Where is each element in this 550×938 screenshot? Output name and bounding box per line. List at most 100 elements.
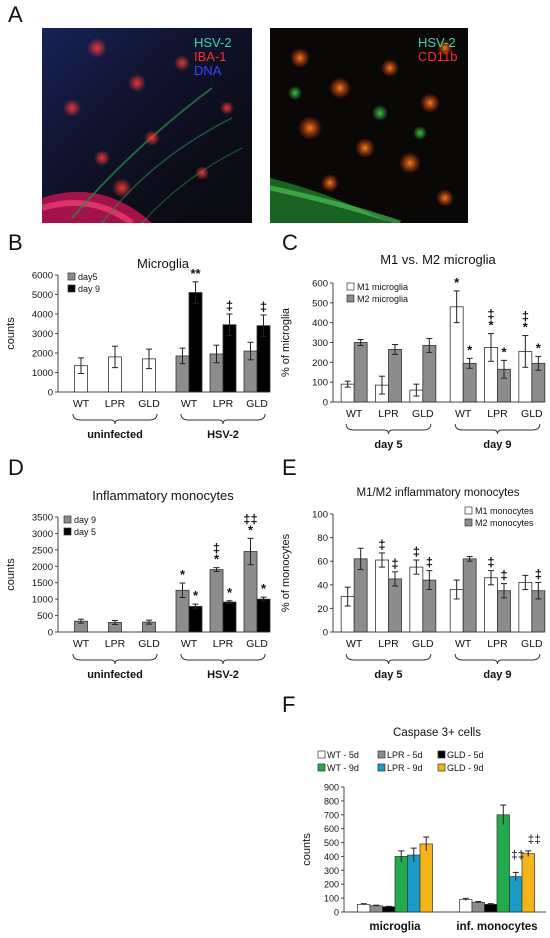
group-bracket [454, 653, 541, 665]
panel-letter-e: E [282, 455, 297, 480]
significance-line: * [248, 522, 254, 537]
significance-line: ‡ [500, 568, 507, 583]
bar [369, 905, 383, 913]
label-dna: DNA [194, 63, 222, 78]
y-tick-label: 80 [317, 533, 328, 544]
chart-title: M1/M2 inflammatory monocytes [357, 487, 520, 499]
y-tick-label: 3500 [32, 513, 53, 524]
legend-label: LPR - 5d [387, 750, 423, 760]
bar [521, 853, 535, 913]
significance-marker: ‡‡ * [243, 511, 257, 537]
chart-microglia: Microglia counts 0 1000 2000 3000 4000 5000 6000… [5, 256, 271, 441]
x-tick-label: WT [181, 398, 198, 410]
y-tick-label: 300 [312, 338, 328, 349]
legend-swatch [437, 763, 446, 772]
legend-swatch [63, 515, 72, 524]
significance-marker: ‡ * [213, 541, 220, 567]
y-tick-label: 60 [317, 557, 328, 568]
significance-line: * [214, 552, 220, 567]
group-label: HSV-2 [207, 429, 239, 441]
x-tick-label: WT [73, 638, 90, 650]
significance-line: ‡ [487, 555, 494, 570]
bar [375, 559, 389, 633]
y-tick-label: 6000 [32, 271, 53, 282]
legend-swatch [317, 750, 326, 759]
significance-marker: ‡‡ [511, 847, 524, 861]
significance-line: ‡ [213, 541, 220, 556]
panel-letter-a: A [8, 2, 23, 27]
y-tick-label: 400 [312, 318, 328, 329]
x-tick-label: GLD [138, 398, 160, 410]
significance-marker: ‡ * [522, 309, 529, 335]
significance-line: * [261, 581, 267, 596]
bar [388, 349, 402, 403]
chart-title: Caspase 3+ cells [393, 727, 481, 739]
y-tick-label: 40 [317, 580, 328, 591]
bar [388, 578, 402, 633]
x-tick-label: WT [73, 398, 90, 410]
x-tick-label: WT [181, 638, 198, 650]
legend-swatch [346, 294, 355, 303]
significance-marker: * [180, 567, 186, 582]
significance-marker: ‡ [535, 566, 542, 581]
bar [188, 292, 203, 393]
legend-swatch [377, 750, 386, 759]
chart-m1-m2-microglia: M1 vs. M2 microglia % of microglia 0 100 200… [280, 252, 546, 451]
y-tick-label: 100 [312, 378, 328, 389]
y-tick-label: 20 [317, 604, 328, 615]
significance-line: ‡ [260, 299, 267, 314]
bar [256, 598, 271, 633]
group-bracket [454, 423, 541, 435]
significance-line: ‡ [522, 309, 529, 324]
micrograph-cd11b: HSV-2 CD11b [270, 28, 468, 223]
legend-swatch [377, 763, 386, 772]
significance-marker: * [536, 340, 542, 355]
y-tick-label: 0 [48, 388, 53, 399]
bar [394, 856, 408, 913]
group-bracket [345, 423, 432, 435]
significance-marker: ‡ [487, 555, 494, 570]
significance-line: ‡ [413, 544, 420, 559]
group-label: uninfected [87, 669, 143, 681]
significance-line: * [488, 318, 494, 333]
bar [459, 899, 473, 913]
bar [471, 901, 485, 913]
bar [422, 345, 437, 403]
x-tick-label: LPR [105, 398, 126, 410]
x-tick-label: WT [346, 638, 363, 650]
y-axis-label: counts [5, 317, 17, 350]
significance-line: * [536, 340, 542, 355]
significance-line: * [501, 344, 507, 359]
x-tick-label: WT [455, 408, 472, 420]
y-axis-label: counts [5, 558, 17, 591]
significance-line: ‡‡ [243, 511, 257, 526]
significance-marker: ‡ [500, 568, 507, 583]
bar [496, 814, 510, 913]
y-tick-label: 5000 [32, 290, 53, 301]
y-tick-label: 0 [323, 628, 328, 639]
legend-swatch [346, 282, 355, 291]
bar [382, 906, 396, 913]
legend-swatch [317, 763, 326, 772]
y-tick-label: 500 [312, 298, 328, 309]
x-tick-label: GLD [412, 638, 434, 650]
y-tick-label: 500 [324, 838, 339, 848]
bar [209, 569, 224, 633]
bar [409, 566, 424, 633]
significance-line: ‡ [426, 555, 433, 570]
x-tick-label: WT [455, 638, 472, 650]
x-tick-label: GLD [412, 408, 434, 420]
y-tick-label: 700 [324, 810, 339, 820]
legend-label: WT - 5d [327, 750, 359, 760]
panel-letter-c: C [282, 230, 298, 255]
y-tick-label: 0 [48, 628, 53, 639]
group-label: uninfected [87, 429, 143, 441]
significance-line: * [467, 342, 473, 357]
micrograph-cd11b-labels: HSV-2 CD11b [418, 36, 458, 64]
bar [357, 904, 371, 913]
y-tick-label: 0 [323, 398, 328, 409]
group-label: day 5 [374, 669, 402, 681]
chart-title: Microglia [137, 256, 190, 271]
chart-m1-m2-inflammatory-monocytes: M1/M2 inflammatory monocytes % of monocyt… [280, 487, 546, 681]
y-tick-label: 800 [324, 796, 339, 806]
